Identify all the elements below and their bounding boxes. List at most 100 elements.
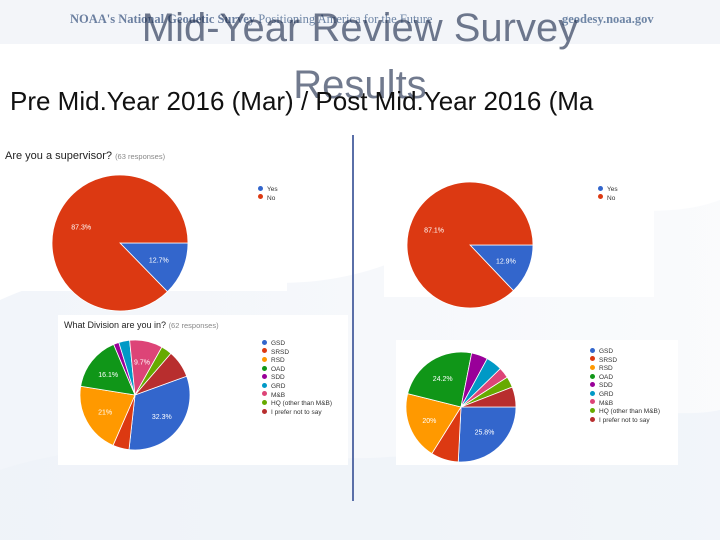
legend-entry: RSD: [590, 364, 660, 374]
legend-entry: GSD: [262, 339, 332, 349]
legend-swatch: [590, 390, 595, 396]
legend-entry: M&B: [590, 399, 660, 409]
pie-slice-oad: [80, 343, 136, 396]
pie-supervisor-post: 12.9% 87.1%: [406, 181, 534, 309]
legend-entry: Yes: [598, 185, 618, 195]
header-org-text: NOAA's National Geodetic Survey Position…: [70, 12, 432, 27]
legend-entry: SDD: [262, 374, 332, 383]
legend-label: M&B: [599, 399, 614, 407]
legend-label: No: [267, 194, 276, 202]
legend-label: GRD: [271, 382, 286, 390]
legend-swatch: [262, 408, 267, 414]
legend-entry: SRSD: [262, 348, 332, 358]
legend-swatch: [590, 399, 595, 405]
legend-supervisor-post: Yes No: [598, 185, 618, 204]
legend-entry: OAD: [590, 373, 660, 383]
legend-swatch: [590, 407, 595, 413]
header-org-name: NOAA's National Geodetic Survey: [70, 12, 256, 26]
legend-swatch: [590, 416, 595, 422]
legend-division-pre: GSD SRSD RSD OAD SDD GRD M&B HQ (other than M&B…: [262, 339, 333, 418]
legend-swatch: [262, 339, 267, 345]
legend-label: RSD: [599, 365, 613, 373]
vertical-divider: [352, 135, 354, 501]
pie-label-gsd: 25.8%: [475, 430, 495, 437]
legend-label: OAD: [271, 365, 286, 373]
question-supervisor-responses: (63 responses): [115, 152, 166, 161]
legend-label: Yes: [607, 186, 618, 193]
legend-supervisor-pre: Yes No: [258, 185, 278, 204]
legend-label: HQ (other than M&B): [599, 408, 661, 416]
slide-title-line-2: Results: [293, 63, 427, 107]
question-supervisor: Are you a supervisor? (63 responses): [5, 150, 165, 162]
legend-label: Yes: [267, 186, 278, 193]
pie-label-rsd: 21%: [98, 409, 112, 416]
pie-slice-rsd: [405, 393, 462, 455]
pie-slice-no: [51, 174, 189, 312]
legend-label: SDD: [271, 374, 285, 382]
legend-swatch: [590, 356, 595, 362]
legend-swatch: [262, 365, 267, 371]
legend-entry: SDD: [590, 382, 660, 391]
pie-label-gsd: 32.3%: [152, 414, 172, 421]
legend-label: GRD: [599, 390, 614, 398]
pie-label-no: 87.3%: [71, 225, 91, 232]
legend-swatch: [590, 382, 595, 388]
question-division: What Division are you in? (62 responses): [64, 320, 219, 330]
legend-swatch: [262, 348, 267, 354]
legend-entry: GRD: [590, 390, 660, 400]
legend-swatch: [590, 373, 595, 379]
legend-swatch: [590, 347, 595, 353]
question-division-responses: (62 responses): [168, 321, 219, 330]
legend-entry: OAD: [262, 365, 332, 375]
legend-label: OAD: [599, 373, 614, 381]
pie-label-oad: 24.2%: [433, 376, 453, 383]
legend-label: RSD: [271, 357, 285, 365]
legend-entry: RSD: [262, 356, 332, 366]
pie-division-post: 25.8% 20% 24.2%: [405, 351, 517, 463]
legend-entry: SRSD: [590, 356, 660, 366]
legend-entry: M&B: [262, 391, 332, 401]
legend-label: GSD: [599, 348, 614, 355]
legend-entry: No: [598, 194, 618, 204]
legend-entry: No: [258, 194, 278, 204]
header-url: geodesy.noaa.gov: [562, 12, 654, 26]
legend-entry: Yes: [258, 185, 278, 195]
pie-label-oad: 16.1%: [98, 372, 118, 379]
pie-slice-no: [406, 181, 534, 309]
pie-label-no: 87.1%: [424, 228, 444, 235]
legend-entry: I prefer not to say: [262, 408, 332, 418]
legend-swatch: [598, 194, 603, 200]
legend-swatch: [258, 185, 263, 191]
legend-swatch: [262, 382, 267, 388]
legend-label: No: [607, 194, 616, 202]
legend-entry: GRD: [262, 382, 332, 392]
pie-slice-oad: [407, 351, 473, 408]
legend-swatch: [262, 391, 267, 397]
legend-label: HQ (other than M&B): [271, 400, 333, 408]
legend-label: SRSD: [599, 356, 618, 364]
legend-entry: I prefer not to say: [590, 416, 660, 426]
pie-label-yes: 12.7%: [149, 257, 169, 264]
legend-swatch: [262, 399, 267, 405]
legend-label: M&B: [271, 391, 286, 399]
legend-swatch: [262, 356, 267, 362]
legend-label: SDD: [599, 382, 613, 390]
pie-slice-i-prefer-not-to-say: [133, 352, 188, 396]
pie-label-m-b: 9.7%: [134, 360, 150, 367]
legend-swatch: [590, 364, 595, 370]
legend-entry: HQ (other than M&B): [262, 399, 333, 409]
legend-swatch: [262, 374, 267, 380]
pie-slice-gsd: [128, 375, 191, 451]
pie-label-yes: 12.9%: [496, 258, 516, 265]
legend-swatch: [258, 194, 263, 200]
pie-label-rsd: 20%: [422, 418, 436, 425]
pie-division-pre: 32.3% 21% 16.1% 9.7%: [79, 339, 191, 451]
slide-title-line-1: Mid-Year Review Survey: [141, 6, 579, 50]
pie-supervisor-pre: 12.7% 87.3%: [51, 174, 189, 312]
legend-label: I prefer not to say: [599, 416, 650, 424]
legend-label: GSD: [271, 340, 286, 347]
legend-label: I prefer not to say: [271, 408, 322, 416]
question-supervisor-text: Are you a supervisor?: [5, 150, 112, 162]
legend-label: SRSD: [271, 348, 290, 356]
